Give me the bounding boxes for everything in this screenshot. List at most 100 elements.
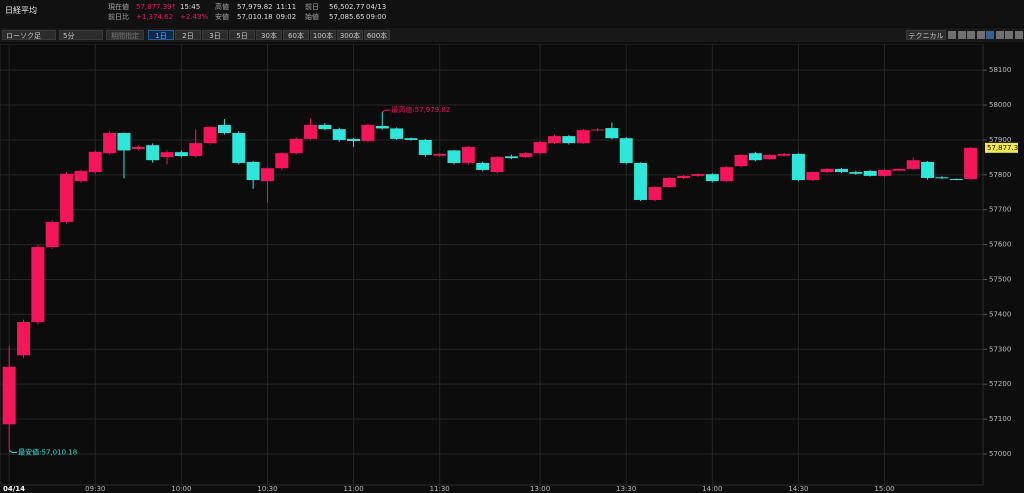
candle-body <box>806 172 820 181</box>
x-tick-label: 15:00 <box>874 485 894 493</box>
plot-area <box>0 44 984 486</box>
candle-body <box>375 125 389 129</box>
y-tick-label: 57900 <box>989 136 1011 144</box>
tool-icon[interactable] <box>976 31 985 39</box>
candle-body <box>648 187 662 200</box>
y-tick-label: 57100 <box>989 415 1011 423</box>
candle-body <box>748 153 762 161</box>
x-tick-label: 11:00 <box>343 485 363 493</box>
chart-type-select[interactable]: ローソク足 <box>2 30 56 40</box>
candle-body <box>547 136 561 144</box>
candle-body <box>892 168 906 171</box>
candle-body <box>662 177 676 188</box>
quote-time: 15:45 <box>180 3 201 11</box>
quote-label: 前日比 <box>108 13 129 21</box>
candle-body <box>906 160 920 169</box>
quote-value: 57,010.18 <box>237 13 273 21</box>
index-name: 日経平均 <box>5 6 37 15</box>
candle-body <box>519 153 533 158</box>
candle-body <box>60 173 74 222</box>
candle-body <box>677 175 691 178</box>
candle-body <box>246 161 260 181</box>
candle-body <box>734 154 748 167</box>
candle-body <box>404 138 418 140</box>
y-tick-label: 57000 <box>989 450 1011 458</box>
candle-body <box>189 143 203 156</box>
tool-icon[interactable] <box>967 31 975 39</box>
candle-body <box>777 153 791 156</box>
candle-body <box>461 146 475 163</box>
candle-body <box>476 162 490 170</box>
candle-body <box>791 153 805 181</box>
candle-body <box>289 138 303 154</box>
candle-body <box>763 154 777 160</box>
candle-body <box>634 162 648 200</box>
period-button[interactable]: 5日 <box>229 30 255 40</box>
tool-icon[interactable] <box>948 31 956 39</box>
tool-icon[interactable] <box>986 31 994 39</box>
candle-body <box>418 139 432 155</box>
candle-body <box>275 153 289 169</box>
y-tick-label: 57300 <box>989 345 1011 353</box>
candle-body <box>949 179 963 181</box>
period-button[interactable]: 2日 <box>175 30 201 40</box>
technical-button[interactable]: テクニカル <box>906 30 946 40</box>
candle-body <box>390 128 404 139</box>
x-tick-label: 13:30 <box>616 485 636 493</box>
candle-body <box>117 132 131 151</box>
x-tick-label: 11:30 <box>430 485 450 493</box>
candle-body <box>433 153 447 156</box>
quote-label: 現在値 <box>108 3 129 11</box>
candle-body <box>160 152 174 158</box>
last-price-label: 57,877.39 <box>987 144 1023 152</box>
candle-body <box>174 152 188 156</box>
quote-value: 57,085.65 <box>329 13 365 21</box>
quote-label: 始値 <box>305 13 319 21</box>
quote-time: 04/13 <box>366 3 387 11</box>
candle-body <box>2 366 16 425</box>
candle-body <box>232 132 246 163</box>
candle-body <box>691 174 705 176</box>
candle-body <box>74 170 88 182</box>
range-select[interactable]: 期間指定 <box>106 30 144 40</box>
quote-label: 高値 <box>215 3 229 11</box>
candle-body <box>31 247 45 323</box>
candle-body <box>619 138 633 163</box>
y-tick-label: 58000 <box>989 101 1011 109</box>
y-tick-label: 57800 <box>989 171 1011 179</box>
y-tick-label: 57600 <box>989 241 1011 249</box>
x-tick-label: 14:00 <box>702 485 722 493</box>
tool-icon[interactable] <box>1005 31 1013 39</box>
y-tick-label: 58100 <box>989 66 1011 74</box>
tool-icon[interactable] <box>1014 31 1023 39</box>
quote-time: 09:02 <box>276 13 297 21</box>
candle-body <box>88 151 102 173</box>
interval-select[interactable]: 5分 <box>59 30 103 40</box>
period-button[interactable]: 60本 <box>283 30 309 40</box>
candle-body <box>849 172 863 174</box>
period-button[interactable]: 3日 <box>202 30 228 40</box>
candle-body <box>591 129 605 131</box>
low-annotation: 最安値:57,010.18 <box>18 447 77 456</box>
x-tick-label: 14:30 <box>788 485 808 493</box>
last-price-box <box>985 142 1018 153</box>
period-button[interactable]: 100本 <box>310 30 336 40</box>
quote-arrow: ↑ <box>171 3 177 11</box>
x-tick-label: 10:30 <box>257 485 277 493</box>
y-tick-label: 57400 <box>989 310 1011 318</box>
tool-icon[interactable] <box>995 31 1004 39</box>
quote-label: 安値 <box>215 13 229 21</box>
period-button[interactable]: 1日 <box>148 30 174 40</box>
period-button[interactable]: 30本 <box>256 30 282 40</box>
quote-value: 57,877.39 <box>136 3 172 11</box>
high-annotation: 最高値:57,979.82 <box>391 105 450 114</box>
candle-body <box>863 170 877 176</box>
period-button[interactable]: 600本 <box>364 30 390 40</box>
candle-body <box>447 150 461 163</box>
quote-time: 11:11 <box>276 3 297 11</box>
quote-label: 前日 <box>305 3 319 11</box>
tool-icon[interactable] <box>957 31 966 39</box>
period-button[interactable]: 300本 <box>337 30 363 40</box>
candle-body <box>45 221 59 248</box>
